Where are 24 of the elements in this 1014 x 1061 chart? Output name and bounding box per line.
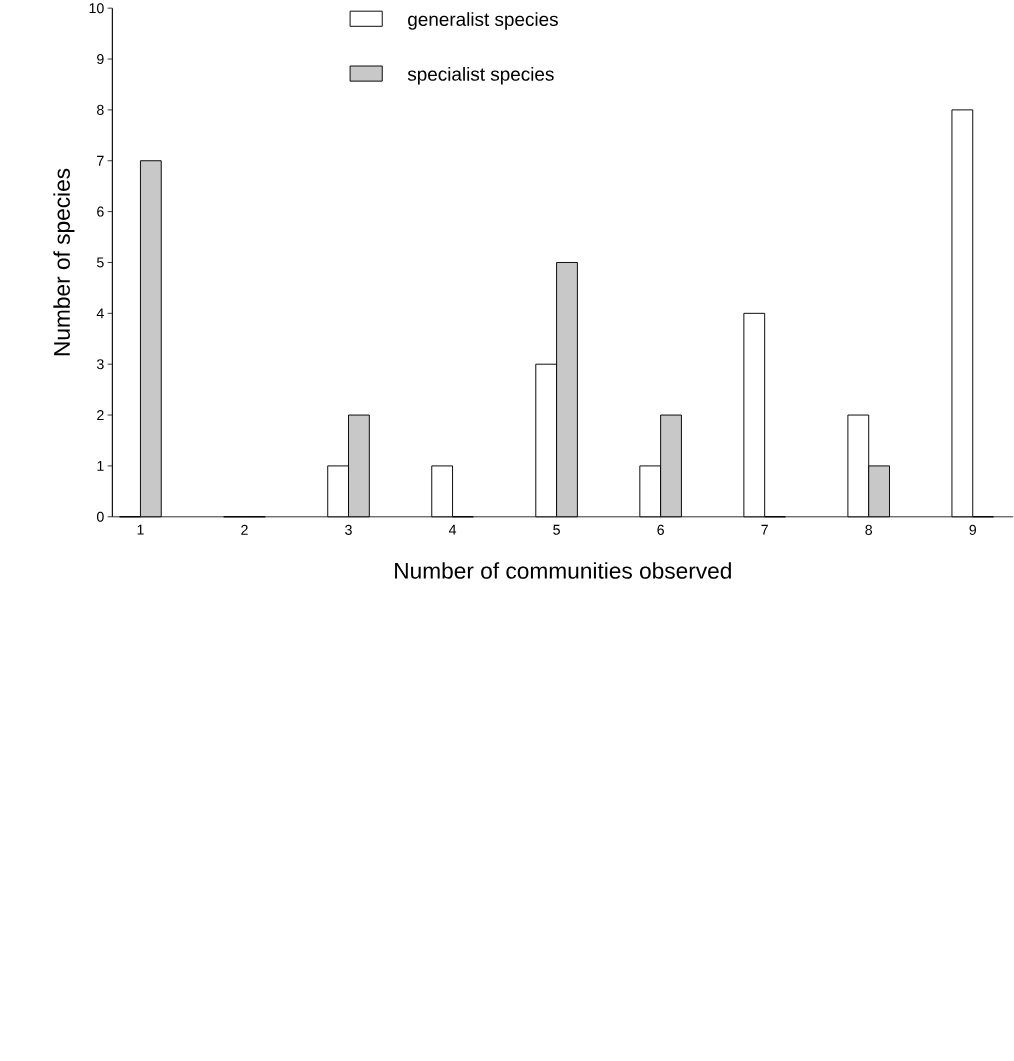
x-tick-label: 4: [449, 524, 457, 535]
y-tick-label: 8: [97, 104, 104, 115]
x-tick-label: 7: [761, 524, 768, 535]
y-tick-label: 6: [97, 206, 104, 217]
x-tick-label: 5: [553, 524, 561, 535]
y-tick-label: 5: [97, 257, 104, 268]
y-tick-label: 4: [96, 308, 104, 319]
x-axis-title: Number of communities observed: [395, 562, 731, 579]
y-tick-label: 1: [97, 461, 104, 471]
x-tick-label: 6: [657, 524, 665, 535]
y-tick-label: 0: [97, 511, 104, 522]
legend-label: generalist species: [408, 12, 558, 30]
legend-label: specialist species: [407, 66, 554, 85]
x-tick-label: 1: [137, 524, 144, 535]
y-tick-label: 2: [97, 410, 104, 421]
y-tick-label: 3: [97, 359, 104, 370]
x-tick-label: 2: [241, 524, 248, 535]
x-tick-label: 3: [345, 524, 352, 535]
y-tick-label: 9: [97, 54, 104, 65]
y-axis-title: Number of species: [53, 168, 75, 356]
y-tick-label: 10: [89, 3, 104, 14]
x-tick-label: 9: [969, 524, 977, 535]
x-tick-label: 8: [865, 524, 873, 535]
y-tick-label: 7: [97, 155, 104, 166]
